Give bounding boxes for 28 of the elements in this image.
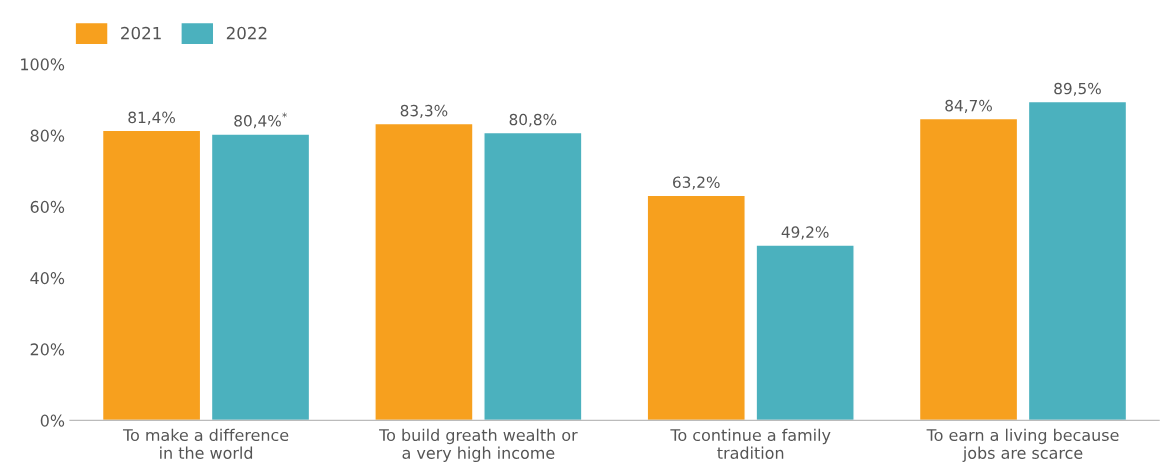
data-label: 80,8%: [509, 113, 557, 127]
y-tick-label: 60%: [30, 200, 65, 213]
x-tick-label: To earn a living because jobs are scarce: [926, 428, 1119, 463]
y-tick-label: 20%: [30, 343, 65, 356]
data-label: 89,5%: [1054, 82, 1101, 96]
bar: [918, 117, 1019, 421]
bar: [1027, 100, 1128, 421]
y-tick-label: 0%: [40, 414, 65, 427]
bar: [646, 194, 746, 421]
data-label: 81,4%: [128, 111, 176, 125]
x-tick-label: To continue a family tradition: [670, 428, 831, 459]
x-tick-label: To make a difference in the world: [122, 428, 289, 459]
data-label: 83,3%: [400, 104, 448, 118]
data-label: 49,2%: [781, 226, 829, 240]
bar: [483, 131, 583, 421]
y-tick-label: 40%: [30, 272, 65, 285]
legend-label: 2021: [121, 26, 161, 40]
bar: [101, 129, 202, 421]
legend-label: 2022: [226, 26, 267, 40]
y-tick-label: 80%: [30, 129, 65, 142]
data-label: 84,7%: [945, 99, 992, 113]
bar: [210, 133, 311, 421]
x-tick-label: To build greath wealth or a very high income: [379, 428, 578, 463]
data-label: 63,2%: [673, 176, 720, 190]
y-tick-label: 100%: [21, 58, 65, 71]
bar: [374, 122, 474, 421]
data-label: 80,4%$^{*}$: [234, 112, 287, 129]
bar: [755, 244, 855, 421]
